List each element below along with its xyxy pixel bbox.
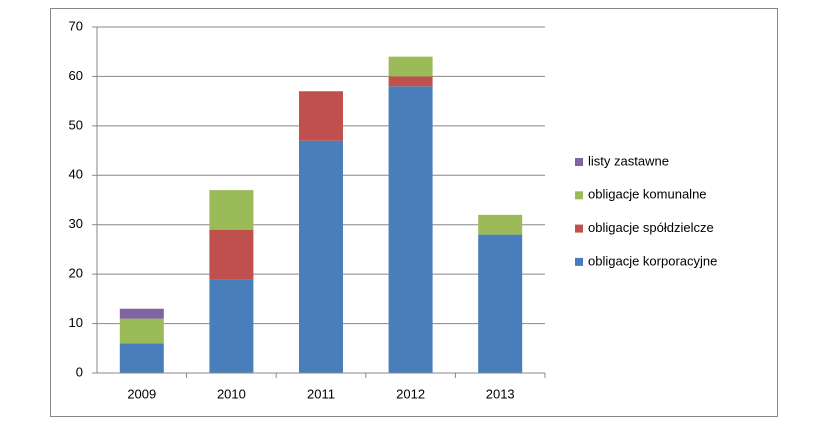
y-tick-label: 40: [69, 167, 83, 182]
bar-segment: [119, 308, 164, 319]
legend-label: listy zastawne: [588, 153, 669, 168]
x-tick-label: 2012: [396, 386, 425, 401]
legend-swatch: [575, 224, 583, 233]
legend-label: obligacje spółdzielcze: [588, 220, 714, 235]
bar-segment: [209, 190, 254, 230]
bar-segment: [388, 56, 433, 77]
x-tick-label: 2010: [217, 386, 246, 401]
y-tick-label: 20: [69, 266, 83, 281]
bar-segment: [209, 279, 254, 373]
y-tick-label: 30: [69, 216, 83, 231]
bar-segment: [388, 86, 433, 374]
bar-segment: [478, 214, 523, 235]
y-tick-label: 60: [69, 68, 83, 83]
x-tick-label: 2013: [486, 386, 515, 401]
bar-segment: [119, 343, 164, 373]
y-tick-label: 50: [69, 117, 83, 132]
x-tick-label: 2009: [127, 386, 156, 401]
legend-swatch: [575, 191, 583, 200]
legend-swatch: [575, 257, 583, 266]
bar-segment: [299, 140, 343, 373]
y-tick-label: 0: [76, 364, 83, 379]
bar-segment: [478, 234, 523, 373]
bar-segment: [299, 91, 343, 141]
x-tick-label: 2011: [307, 386, 335, 401]
y-tick-label: 10: [69, 315, 83, 330]
bar-segment: [119, 318, 164, 344]
bar-segment: [209, 229, 254, 280]
legend-label: obligacje komunalne: [588, 187, 707, 202]
bar-segment: [388, 76, 433, 87]
y-tick-label: 70: [69, 18, 83, 33]
legend-label: obligacje korporacyjne: [588, 253, 717, 268]
legend-swatch: [575, 158, 583, 166]
